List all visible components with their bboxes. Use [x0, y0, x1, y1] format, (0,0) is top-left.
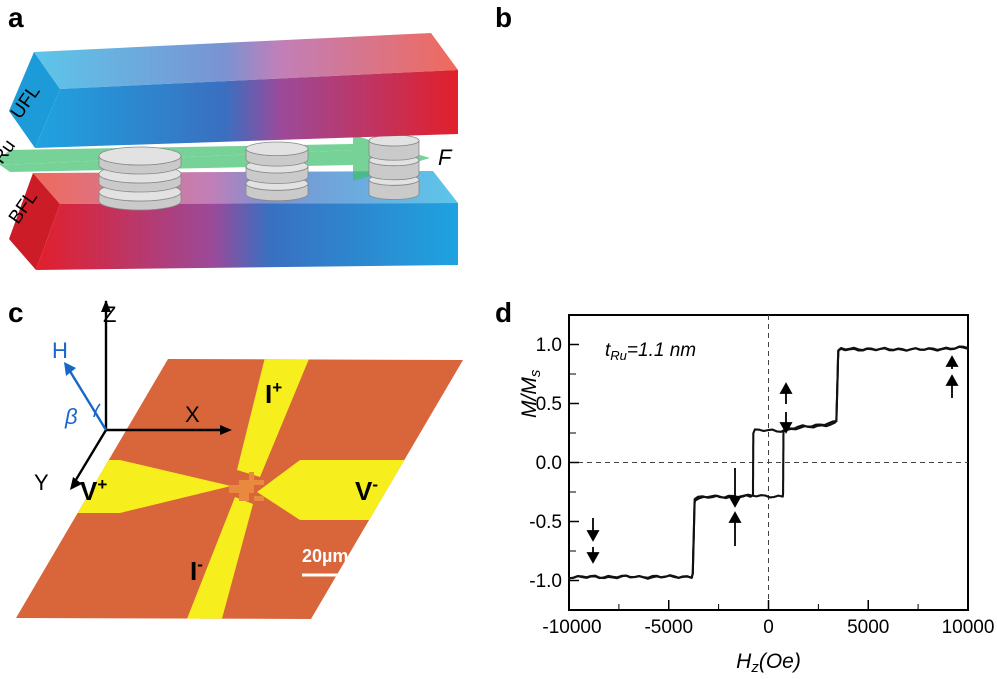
svg-text:-10000: -10000	[542, 617, 601, 638]
svg-text:5000: 5000	[847, 617, 889, 638]
svg-text:1.0: 1.0	[536, 335, 562, 356]
svg-text:tRu=1.1 nm: tRu=1.1 nm	[605, 340, 696, 363]
svg-text:-1.0: -1.0	[529, 571, 562, 592]
svg-text:-5000: -5000	[644, 617, 693, 638]
svg-text:F: F	[438, 145, 453, 170]
svg-text:-0.5: -0.5	[529, 512, 562, 533]
svg-text:Hz(Oe): Hz(Oe)	[736, 650, 801, 676]
svg-text:0: 0	[763, 617, 774, 638]
svg-text:0.0: 0.0	[536, 453, 562, 474]
svg-text:10000: 10000	[942, 617, 995, 638]
